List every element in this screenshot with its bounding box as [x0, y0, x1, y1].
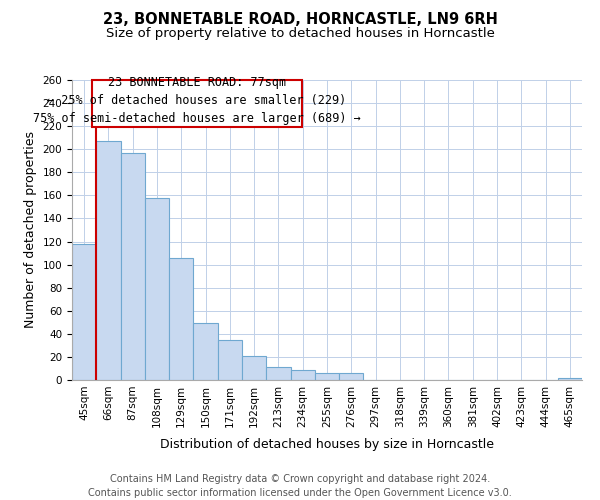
- Bar: [96, 141, 121, 380]
- Bar: [266, 368, 290, 380]
- Bar: [193, 324, 218, 380]
- X-axis label: Distribution of detached houses by size in Horncastle: Distribution of detached houses by size …: [160, 438, 494, 451]
- Bar: [145, 198, 169, 380]
- Bar: [339, 373, 364, 380]
- Bar: [315, 373, 339, 380]
- Text: Contains HM Land Registry data © Crown copyright and database right 2024.
Contai: Contains HM Land Registry data © Crown c…: [88, 474, 512, 498]
- Bar: [218, 340, 242, 380]
- Bar: [121, 152, 145, 380]
- Text: Size of property relative to detached houses in Horncastle: Size of property relative to detached ho…: [106, 28, 494, 40]
- Text: 23, BONNETABLE ROAD, HORNCASTLE, LN9 6RH: 23, BONNETABLE ROAD, HORNCASTLE, LN9 6RH: [103, 12, 497, 28]
- Bar: [290, 370, 315, 380]
- Y-axis label: Number of detached properties: Number of detached properties: [24, 132, 37, 328]
- Bar: [72, 244, 96, 380]
- Bar: [169, 258, 193, 380]
- Bar: [242, 356, 266, 380]
- Text: 23 BONNETABLE ROAD: 77sqm
← 25% of detached houses are smaller (229)
75% of semi: 23 BONNETABLE ROAD: 77sqm ← 25% of detac…: [33, 76, 361, 124]
- Bar: [558, 378, 582, 380]
- FancyBboxPatch shape: [92, 80, 302, 126]
